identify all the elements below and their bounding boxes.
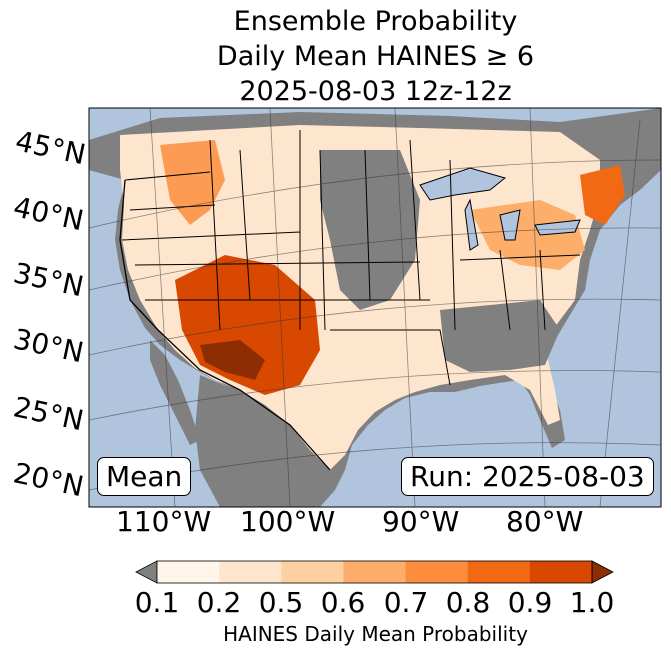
lon-label-110w: 110°W xyxy=(116,505,212,538)
northeast-shading xyxy=(580,165,625,225)
title-line-1: Ensemble Probability xyxy=(233,6,518,37)
colorbar-tick: 0.9 xyxy=(507,586,553,619)
run-date-annotation: Run: 2025-08-03 xyxy=(401,457,654,496)
colorbar-cell xyxy=(157,561,220,583)
colorbar-tick: 0.2 xyxy=(196,586,242,619)
map-frame xyxy=(88,107,662,508)
west-shading xyxy=(160,140,225,225)
colorbar-tick: 0.8 xyxy=(445,586,491,619)
southwest-core xyxy=(200,340,265,380)
colorbar-tick: 1.0 xyxy=(569,586,615,619)
state-borders xyxy=(119,130,581,471)
southeast-no-data xyxy=(440,300,560,372)
colorbar-frame xyxy=(156,560,593,584)
baja-peninsula xyxy=(150,340,200,445)
title-line-3: 2025-08-03 12z-12z xyxy=(239,76,512,107)
colorbar-cell xyxy=(467,561,531,583)
lon-label-80w: 80°W xyxy=(506,505,584,538)
title-line-2: Daily Mean HAINES ≥ 6 xyxy=(216,41,535,72)
mean-annotation: Mean xyxy=(97,457,192,496)
colorbar-cell xyxy=(343,561,407,583)
colorbar-over-arrow xyxy=(591,560,614,584)
colorbar-cell xyxy=(405,561,469,583)
colorbar-cell xyxy=(281,561,344,583)
mexico-land xyxy=(195,375,315,507)
colorbar-cell xyxy=(529,561,593,583)
great-plains-no-data xyxy=(320,150,420,310)
great-lakes-shading xyxy=(470,200,585,270)
colorbar xyxy=(135,560,614,584)
lon-label-90w: 90°W xyxy=(382,505,460,538)
colorbar-cell xyxy=(219,561,282,583)
colorbar-tick: 0.7 xyxy=(383,586,429,619)
colorbar-tick: 0.1 xyxy=(134,586,180,619)
colorbar-under-arrow xyxy=(135,560,158,584)
colorbar-tick: 0.5 xyxy=(258,586,304,619)
colorbar-tick: 0.6 xyxy=(320,586,366,619)
colorbar-label: HAINES Daily Mean Probability xyxy=(223,622,528,646)
lon-label-100w: 100°W xyxy=(240,505,336,538)
